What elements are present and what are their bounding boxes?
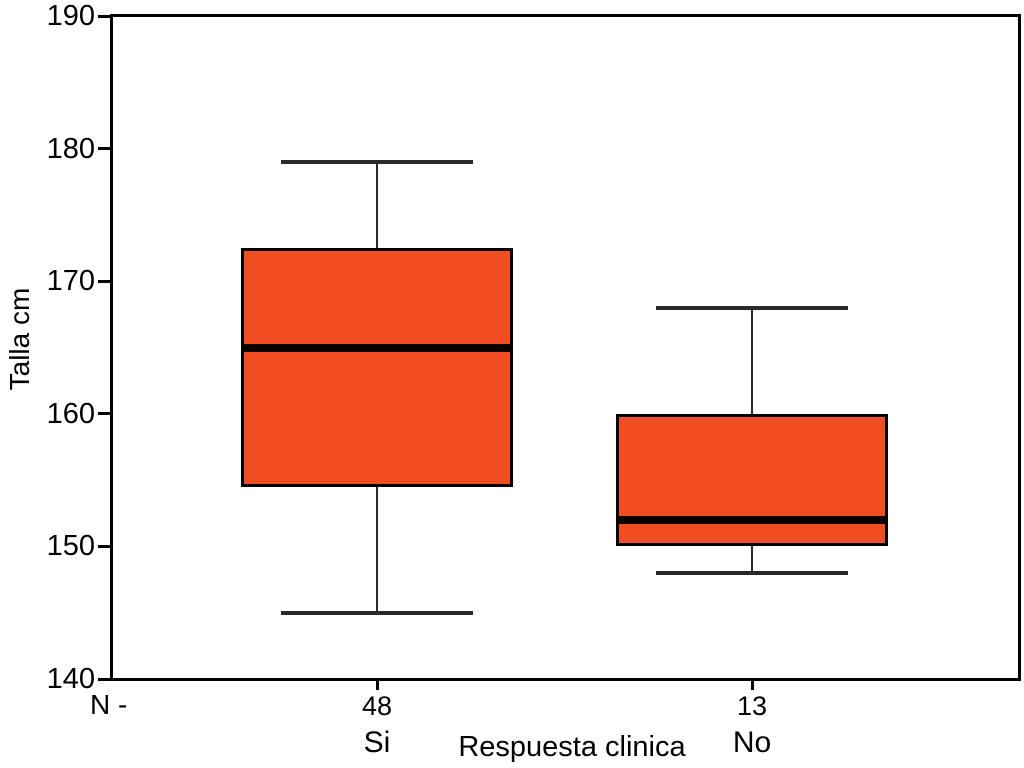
upper-whisker-cap <box>281 159 473 164</box>
lower-whisker-line <box>376 486 378 613</box>
n-count-label: 48 <box>361 691 393 721</box>
x-tick-mark <box>375 681 379 690</box>
upper-whisker-line <box>751 307 753 414</box>
x-tick-mark <box>750 681 754 690</box>
y-tick-mark <box>98 544 112 548</box>
lower-whisker-line <box>751 546 753 573</box>
y-tick-label: 140 <box>46 663 95 695</box>
y-tick-label: 160 <box>46 397 95 430</box>
upper-whisker-line <box>376 161 378 249</box>
median-line <box>241 343 513 352</box>
lower-whisker-cap <box>656 570 848 575</box>
y-tick-label: 150 <box>46 530 95 563</box>
y-tick-label: 170 <box>46 265 95 298</box>
y-tick-mark <box>98 147 112 151</box>
median-line <box>616 515 888 524</box>
y-tick-mark <box>98 412 112 416</box>
lower-whisker-cap <box>281 610 473 615</box>
y-tick-label: 190 <box>46 0 95 32</box>
n-count-label: 13 <box>736 691 768 721</box>
y-tick-mark <box>98 14 112 18</box>
category-label: No <box>732 726 772 759</box>
y-tick-mark <box>98 279 112 283</box>
x-axis-title: Respuesta clinica <box>458 731 686 763</box>
category-label: Si <box>363 726 391 759</box>
iqr-box-no <box>616 413 888 547</box>
iqr-box-si <box>241 248 513 487</box>
n-count-prefix: N - <box>90 689 128 720</box>
y-tick-mark <box>98 677 112 681</box>
upper-whisker-cap <box>656 305 848 310</box>
y-tick-label: 180 <box>46 132 95 165</box>
